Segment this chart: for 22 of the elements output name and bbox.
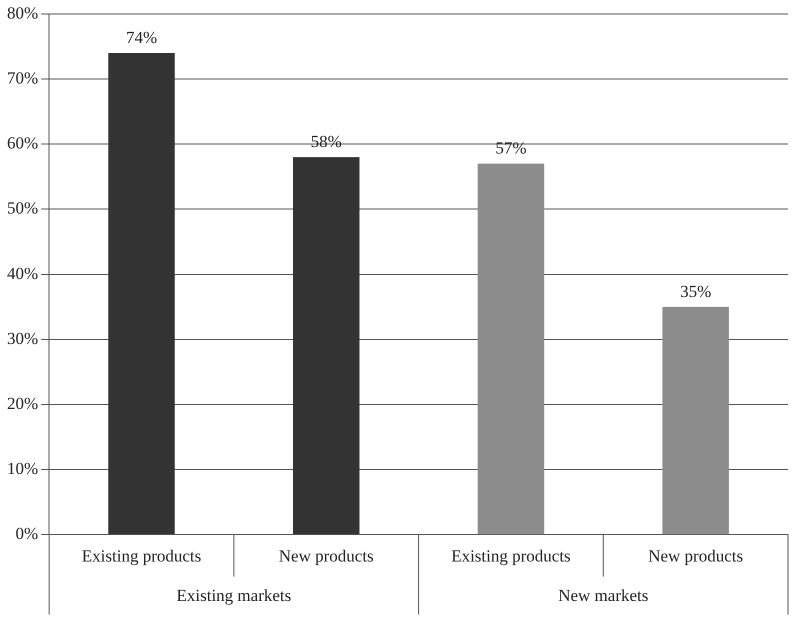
y-tick-label: 30% xyxy=(6,328,38,348)
bar xyxy=(478,164,544,534)
x-tick-label: Existing products xyxy=(451,546,571,566)
bar xyxy=(108,53,175,534)
y-tick-label: 10% xyxy=(6,458,38,478)
bar xyxy=(662,306,729,534)
y-tick-label: 80% xyxy=(6,3,38,22)
y-tick-label: 60% xyxy=(6,134,38,153)
data-label: 57% xyxy=(495,138,527,158)
data-label: 74% xyxy=(126,28,158,48)
x-tick-label: New products xyxy=(278,546,374,566)
y-tick-label: 20% xyxy=(6,394,38,413)
y-tick-label: 40% xyxy=(6,264,38,283)
y-tick-label: 0% xyxy=(15,524,38,544)
bar xyxy=(292,157,360,534)
text: Existing markets xyxy=(176,586,292,606)
x-tick-label: New products xyxy=(648,546,744,566)
y-tick-label: 50% xyxy=(6,198,38,218)
y-tick-label: 70% xyxy=(6,68,38,88)
x-tick-label: Existing products xyxy=(82,546,202,566)
text: New markets xyxy=(558,586,648,606)
data-label: 35% xyxy=(680,282,712,301)
